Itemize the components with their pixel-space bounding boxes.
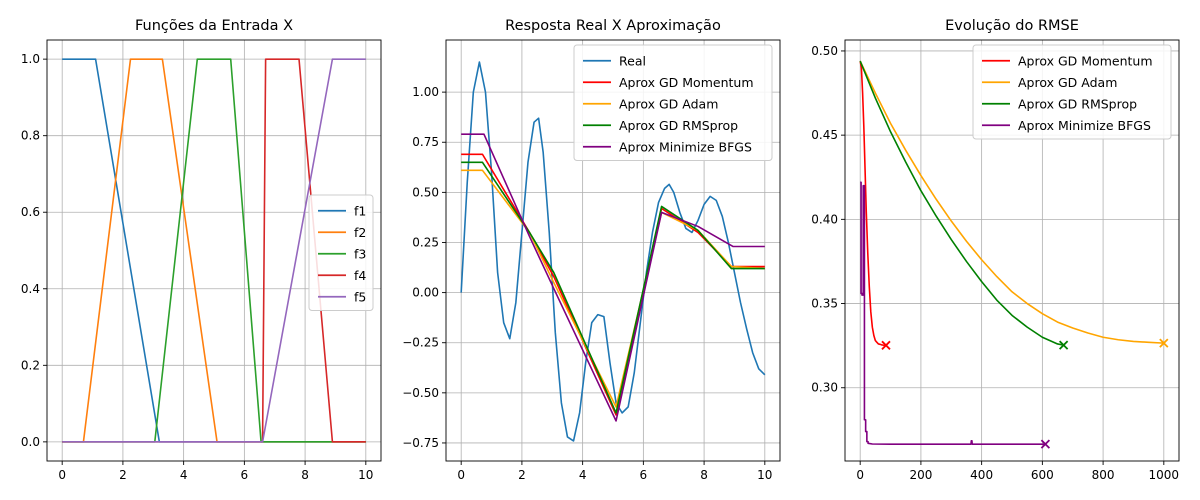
end-marker-aprox-minimize-bfgs bbox=[1040, 439, 1051, 449]
legend-label: Aprox GD RMSprop bbox=[1018, 96, 1137, 111]
x-tick-label: 0 bbox=[58, 468, 66, 482]
y-tick-label: 0.50 bbox=[811, 44, 838, 58]
legend: f1 f2 f3 f4 f5 bbox=[308, 194, 374, 311]
y-tick-label: 0.25 bbox=[412, 235, 439, 249]
x-tick-label: 4 bbox=[579, 468, 587, 482]
legend-label: f2 bbox=[354, 225, 366, 240]
y-tick-label: 0.40 bbox=[811, 212, 838, 226]
x-tick-label: 2 bbox=[119, 468, 127, 482]
y-tick-label: 0.2 bbox=[21, 358, 40, 372]
x-tick-label: 0 bbox=[457, 468, 465, 482]
legend: Real Aprox GD Momentum Aprox GD Adam Aprox … bbox=[573, 44, 773, 161]
y-tick-label: 0.75 bbox=[412, 135, 439, 149]
chart-title: Resposta Real X Aproximação bbox=[505, 18, 721, 34]
y-tick-label: 0.35 bbox=[811, 297, 838, 311]
series-line-aprox-gd-rmsprop bbox=[461, 161, 765, 414]
series-line-real bbox=[460, 61, 766, 442]
series-line-f5 bbox=[62, 58, 366, 443]
x-tick-label: 10 bbox=[358, 468, 373, 482]
x-tick-label: 600 bbox=[1031, 468, 1054, 482]
x-tick-label: 4 bbox=[180, 468, 188, 482]
end-marker-aprox-gd-rmsprop bbox=[1058, 340, 1069, 350]
legend-label: Aprox Minimize BFGS bbox=[619, 139, 752, 154]
series-line-aprox-gd-momentum bbox=[461, 153, 765, 416]
y-tick-label: 0.50 bbox=[412, 185, 439, 199]
y-tick-label: 0.45 bbox=[811, 128, 838, 142]
series-group bbox=[859, 60, 1164, 445]
axes-frame bbox=[46, 39, 382, 462]
legend-label: Aprox GD RMSprop bbox=[619, 118, 738, 133]
legend-label: Aprox GD Momentum bbox=[1018, 53, 1153, 68]
series-line-aprox-gd-adam bbox=[461, 169, 765, 408]
chart-title: Evolução do RMSE bbox=[945, 18, 1079, 34]
legend-label: Aprox GD Adam bbox=[1018, 75, 1117, 90]
series-line-aprox-gd-momentum bbox=[859, 60, 886, 347]
y-tick-label: 1.0 bbox=[21, 52, 40, 66]
legend-label: Aprox Minimize BFGS bbox=[1018, 118, 1151, 133]
axes-frame bbox=[844, 39, 1180, 462]
series-line-aprox-minimize-bfgs bbox=[461, 133, 765, 422]
series-line-aprox-gd-adam bbox=[859, 60, 1164, 344]
end-marker-aprox-gd-momentum bbox=[881, 340, 891, 350]
x-tick-label: 1000 bbox=[1149, 468, 1180, 482]
y-tick-label: −0.25 bbox=[402, 336, 439, 350]
y-tick-label: 1.00 bbox=[412, 85, 439, 99]
chart-panel-2: 0 2 4 6 8 10 −0.75 −0.50 −0.25 0.00 0.25 0.50 0.75 1.… bbox=[402, 18, 781, 482]
x-tick-label: 10 bbox=[757, 468, 772, 482]
y-tick-label: 0.0 bbox=[21, 435, 40, 449]
x-tick-label: 8 bbox=[301, 468, 309, 482]
legend: Aprox GD Momentum Aprox GD Adam Aprox GD R… bbox=[972, 44, 1172, 140]
legend-label: f1 bbox=[354, 203, 366, 218]
x-tick-label: 6 bbox=[241, 468, 249, 482]
x-tick-label: 200 bbox=[909, 468, 932, 482]
y-tick-label: 0.6 bbox=[21, 205, 40, 219]
y-tick-label: −0.50 bbox=[402, 386, 439, 400]
series-line-aprox-gd-rmsprop bbox=[859, 60, 1064, 346]
legend-box bbox=[308, 194, 374, 311]
y-tick-label: 0.8 bbox=[21, 129, 40, 143]
legend-label: Aprox GD Momentum bbox=[619, 75, 754, 90]
end-marker-aprox-gd-adam bbox=[1159, 338, 1169, 348]
x-tick-label: 6 bbox=[640, 468, 648, 482]
chart-panel-3: 0 200 400 600 800 1000 0.30 0.35 0.40 0.45 0.50 Evo… bbox=[811, 18, 1180, 482]
series-group bbox=[460, 61, 766, 442]
series-line-aprox-minimize-bfgs bbox=[860, 181, 1046, 445]
chart-panel-1: 0 2 4 6 8 10 0.0 0.2 0.4 0.6 0.8 1.0 Funções da Entr… bbox=[21, 18, 382, 482]
x-tick-label: 2 bbox=[518, 468, 526, 482]
legend-label: f5 bbox=[354, 289, 366, 304]
x-tick-label: 800 bbox=[1092, 468, 1115, 482]
x-tick-label: 400 bbox=[970, 468, 993, 482]
axes-frame bbox=[445, 39, 781, 462]
y-tick-label: 0.4 bbox=[21, 282, 40, 296]
legend-label: f3 bbox=[354, 246, 366, 261]
series-group bbox=[62, 58, 366, 443]
y-tick-label: 0.00 bbox=[412, 286, 439, 300]
chart-title: Funções da Entrada X bbox=[135, 18, 293, 34]
x-tick-label: 8 bbox=[700, 468, 708, 482]
legend-box bbox=[972, 44, 1172, 140]
y-tick-label: −0.75 bbox=[402, 436, 439, 450]
y-tick-label: 0.30 bbox=[811, 381, 838, 395]
legend-label: Real bbox=[619, 53, 646, 68]
x-tick-label: 0 bbox=[856, 468, 864, 482]
legend-box bbox=[573, 44, 773, 161]
legend-label: f4 bbox=[354, 268, 366, 283]
legend-label: Aprox GD Adam bbox=[619, 96, 718, 111]
